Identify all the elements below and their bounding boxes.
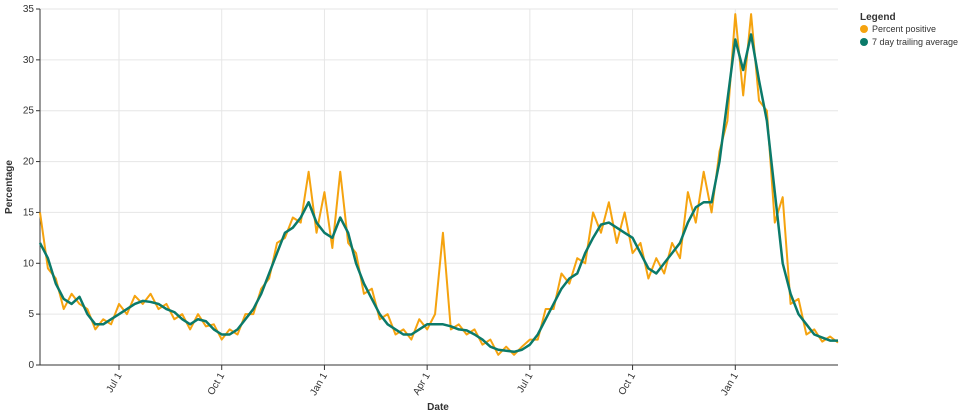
y-tick-label: 30 [23,55,35,66]
line-series [39,13,839,356]
y-tick-label: 0 [28,360,34,371]
y-tick-label: 5 [28,309,34,320]
x-tick-label: Jul 1 [515,371,535,395]
y-tick-label: 15 [23,207,35,218]
y-tick-label: 20 [23,157,35,168]
y-tick-label: 35 [23,4,35,15]
x-tick-label: Oct 1 [206,371,228,398]
y-tick-label: 25 [23,106,35,117]
legend-label: Percent positive [872,24,936,34]
x-tick-label: Jul 1 [105,371,125,395]
legend-marker [860,25,868,33]
x-axis-label: Date [427,402,449,413]
legend-marker [860,38,868,46]
x-tick-label: Oct 1 [617,371,639,398]
x-tick-label: Apr 1 [411,371,433,398]
line-series [38,33,838,354]
legend-label: 7 day trailing average [872,37,958,47]
x-tick-label: Jan 1 [719,371,741,398]
x-tick-label: Jan 1 [308,371,330,398]
y-tick-label: 10 [23,258,35,269]
legend-title: Legend [860,12,896,23]
y-axis-label: Percentage [4,160,15,214]
